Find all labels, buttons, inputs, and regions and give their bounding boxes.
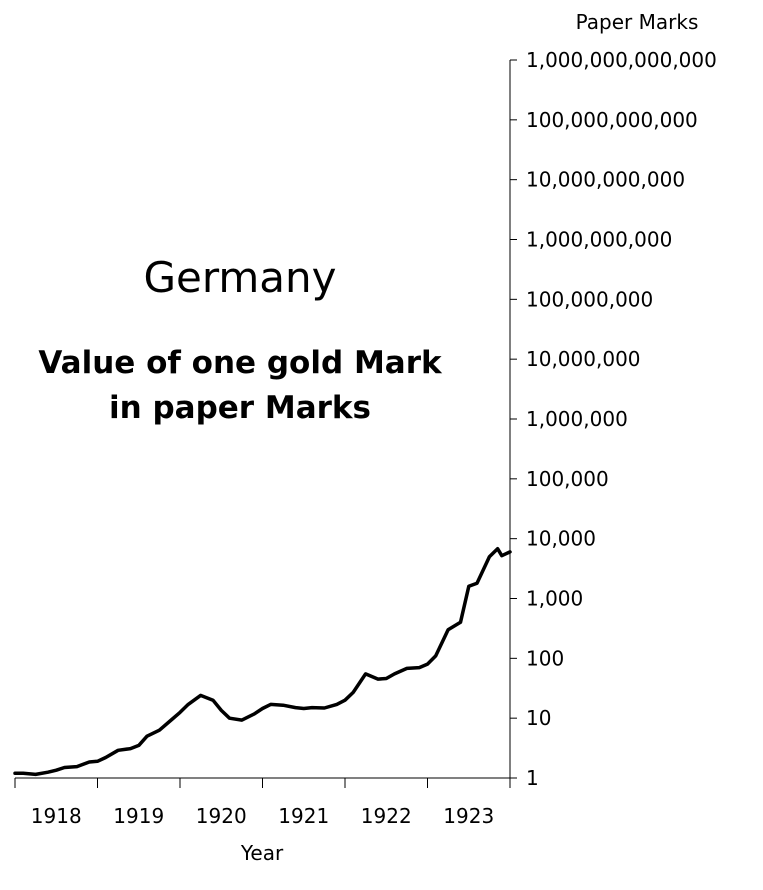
chart-subtitle-line-1: Value of one gold Mark (38, 345, 443, 381)
y-tick-label: 1,000,000 (526, 407, 628, 431)
x-tick-label: 1921 (278, 804, 329, 828)
axes: 1 10 100 1,000 10,000 100,000 1,000,000 10,000,… (14, 48, 717, 828)
x-axis-label: Year (240, 841, 284, 865)
x-tick-label: 1923 (443, 804, 494, 828)
x-tick-label: 1918 (31, 804, 82, 828)
y-tick-label: 100,000,000,000 (526, 108, 698, 132)
y-tick-label: 1,000,000,000 (526, 228, 672, 252)
series-layer (13, 546, 512, 777)
y-tick-label: 10,000,000,000 (526, 168, 685, 192)
x-tick-label: 1919 (113, 804, 164, 828)
y-tick-label: 10 (526, 706, 551, 730)
y-tick-label: 100,000,000 (526, 287, 653, 311)
y-axis-label: Paper Marks (576, 10, 699, 34)
series-line (13, 546, 512, 777)
y-tick-label: 100 (526, 646, 564, 670)
chart-subtitle-line-2: in paper Marks (109, 390, 371, 426)
y-tick-label: 10,000,000 (526, 347, 641, 371)
y-tick-label: 1,000 (526, 587, 583, 611)
y-tick-label: 10,000 (526, 527, 596, 551)
y-tick-label: 1,000,000,000,000 (526, 48, 717, 72)
x-tick-label: 1922 (361, 804, 412, 828)
y-tick-label: 1 (526, 766, 539, 790)
y-tick-label: 100,000 (526, 467, 609, 491)
x-tick-label: 1920 (196, 804, 247, 828)
chart-title: Germany (143, 253, 336, 302)
